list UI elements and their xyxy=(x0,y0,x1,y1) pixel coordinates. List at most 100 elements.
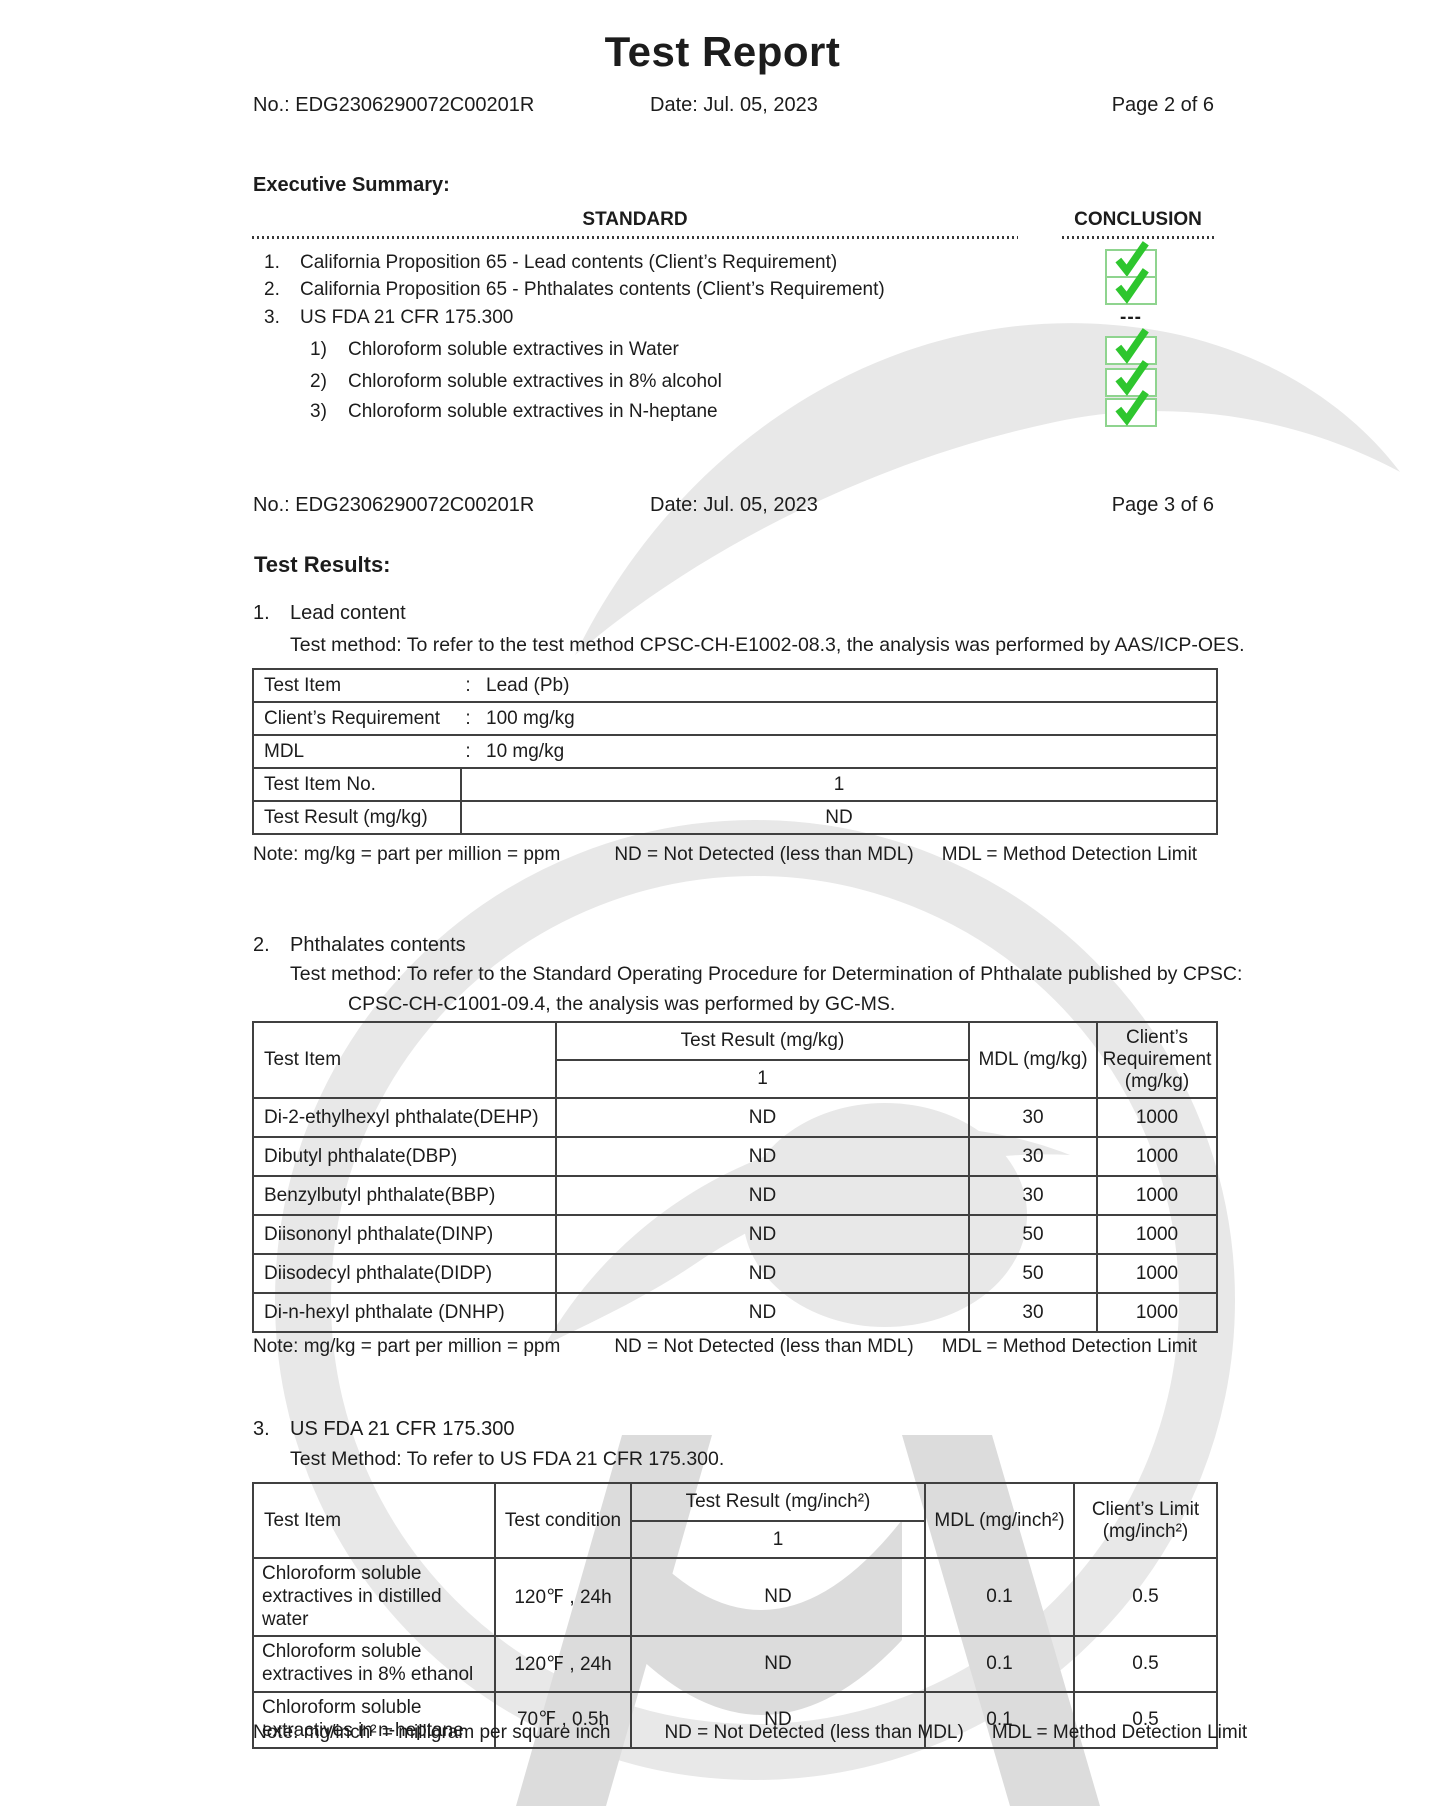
page-indicator: Page 2 of 6 xyxy=(1111,94,1214,116)
table-row: Chloroform soluble extractives in 8% eth… xyxy=(252,1635,1218,1693)
summary-item-number: 3. xyxy=(264,307,280,328)
table-row: Test Item : Lead (Pb) xyxy=(251,668,1219,703)
page3-header: No.: EDG2306290072C00201R Date: Jul. 05,… xyxy=(0,494,1445,518)
result-cell: ND xyxy=(555,1097,970,1138)
conclusion-pass-checkbox-slot xyxy=(1105,241,1157,278)
client-cell: 1000 xyxy=(1096,1292,1218,1333)
dotted-divider xyxy=(1062,236,1214,239)
row-value: 100 mg/kg xyxy=(486,707,575,729)
table-row: Di-n-hexyl phthalate (DNHP) ND 30 1000 xyxy=(252,1292,1218,1333)
row-label: Test Item xyxy=(264,674,342,696)
summary-item: 2. California Proposition 65 - Phthalate… xyxy=(252,268,1216,305)
table-row: Di-2-ethylhexyl phthalate(DEHP) ND 30 10… xyxy=(252,1097,1218,1138)
section-title-text: Phthalates contents xyxy=(290,934,466,956)
report-date: Date: Jul. 05, 2023 xyxy=(650,94,818,116)
test-item-cell: Di-2-ethylhexyl phthalate(DEHP) xyxy=(252,1097,557,1138)
lead-table-note: Note: mg/kg = part per million = ppm ND =… xyxy=(253,844,1198,865)
row-label: Client’s Requirement xyxy=(264,707,441,729)
result-cell: ND xyxy=(555,1292,970,1333)
client-cell: 1000 xyxy=(1096,1097,1218,1138)
report-number: No.: EDG2306290072C00201R xyxy=(253,94,535,116)
conclusion-dashes: --- xyxy=(1120,307,1142,328)
result-cell: ND xyxy=(555,1214,970,1255)
table-row: MDL : 10 mg/kg xyxy=(251,734,1219,769)
section-number: 2. xyxy=(253,934,270,956)
client-cell: 0.5 xyxy=(1073,1690,1218,1749)
column-header-test-item: Test Item xyxy=(252,1021,557,1099)
header-row: Test Item Test condition Test Result (mg… xyxy=(252,1482,1218,1559)
report-number: No.: EDG2306290072C00201R xyxy=(253,494,535,516)
mdl-cell: 0.1 xyxy=(924,1556,1075,1638)
check-icon xyxy=(1115,360,1149,396)
row-label: Test Item No. xyxy=(252,767,462,802)
section-title-text: Lead content xyxy=(290,602,406,624)
mdl-cell: 50 xyxy=(968,1253,1098,1294)
summary-item: 2) Chloroform soluble extractives in 8% … xyxy=(252,360,1216,397)
column-header-mdl: MDL (mg/kg) xyxy=(968,1021,1098,1099)
column-header-client-limit: Client’s Limit (mg/inch²) xyxy=(1073,1482,1218,1559)
column-header-test-item: Test Item xyxy=(252,1482,496,1559)
row-value: 1 xyxy=(459,767,1219,802)
section3-title: 3. US FDA 21 CFR 175.300 xyxy=(253,1418,515,1441)
summary-item-text: US FDA 21 CFR 175.300 xyxy=(300,307,514,328)
column-subheader-sample-number: 1 xyxy=(555,1059,970,1099)
section1-title: 1. Lead content xyxy=(253,602,406,625)
test-item-cell: Chloroform soluble extractives in 8% eth… xyxy=(252,1635,496,1693)
page2-header: No.: EDG2306290072C00201R Date: Jul. 05,… xyxy=(0,94,1445,118)
test-item-cell: Chloroform soluble extractives in distil… xyxy=(252,1556,496,1638)
mdl-cell: 30 xyxy=(968,1136,1098,1177)
table-row: Benzylbutyl phthalate(BBP) ND 30 1000 xyxy=(252,1175,1218,1216)
standard-column-header: STANDARD xyxy=(582,209,688,230)
result-cell: ND xyxy=(555,1253,970,1294)
result-cell: ND xyxy=(555,1175,970,1216)
row-value: Lead (Pb) xyxy=(486,674,570,696)
check-icon xyxy=(1115,241,1149,277)
result-cell: ND xyxy=(630,1690,926,1749)
row-label: MDL xyxy=(264,740,305,762)
dotted-divider xyxy=(252,236,1018,239)
conclusion-pass-checkbox xyxy=(1105,268,1157,305)
column-header-client-requirement: Client’s Requirement (mg/kg) xyxy=(1096,1021,1218,1099)
client-cell: 0.5 xyxy=(1073,1635,1218,1693)
table-row: Chloroform soluble extractives in distil… xyxy=(252,1556,1218,1638)
mdl-cell: 30 xyxy=(968,1097,1098,1138)
colon: : xyxy=(465,674,471,696)
client-cell: 0.5 xyxy=(1073,1556,1218,1638)
section-number: 3. xyxy=(253,1418,270,1440)
summary-item-number: 3) xyxy=(310,401,327,422)
column-header-mdl: MDL (mg/inch²) xyxy=(924,1482,1075,1559)
section-number: 1. xyxy=(253,602,270,624)
conclusion-pass-checkbox-slot xyxy=(1105,268,1157,305)
page-title: Test Report xyxy=(604,28,841,75)
executive-summary-heading: Executive Summary: xyxy=(253,174,450,196)
condition-cell: 120℉ , 24h xyxy=(494,1635,632,1693)
table-row: Test Item No. 1 xyxy=(252,767,1219,802)
client-cell: 1000 xyxy=(1096,1253,1218,1294)
condition-cell: 70℉ , 0.5h xyxy=(494,1690,632,1749)
section1-test-method: Test method: To refer to the test method… xyxy=(290,634,1245,656)
check-icon xyxy=(1115,328,1149,364)
column-header-test-condition: Test condition xyxy=(494,1482,632,1559)
conclusion-pass-checkbox xyxy=(1105,360,1157,397)
summary-item-number: 1. xyxy=(264,252,280,273)
summary-item-text: Chloroform soluble extractives in Water xyxy=(348,339,679,360)
test-item-cell: Benzylbutyl phthalate(BBP) xyxy=(252,1175,557,1216)
section-title-text: US FDA 21 CFR 175.300 xyxy=(290,1418,515,1440)
phthalates-table: Test Item Test Result (mg/kg) MDL (mg/kg… xyxy=(252,1021,1218,1333)
mdl-cell: 50 xyxy=(968,1214,1098,1255)
conclusion-pass-checkbox-slot xyxy=(1105,328,1157,365)
conclusion-pass-checkbox-slot xyxy=(1105,390,1157,427)
fda-table-note: Note: mg/inch² = milligram per square in… xyxy=(253,1722,1248,1743)
section2-title: 2. Phthalates contents xyxy=(253,934,466,957)
test-item-cell: Dibutyl phthalate(DBP) xyxy=(252,1136,557,1177)
header-subrow: 1 xyxy=(253,1059,1217,1099)
summary-item-text: California Proposition 65 - Lead content… xyxy=(300,252,838,273)
row-value: 10 mg/kg xyxy=(486,740,565,762)
report-date: Date: Jul. 05, 2023 xyxy=(650,494,818,516)
mdl-cell: 0.1 xyxy=(924,1635,1075,1693)
client-cell: 1000 xyxy=(1096,1136,1218,1177)
table-row: Chloroform soluble extractives in n-hept… xyxy=(252,1690,1218,1749)
summary-item: 3) Chloroform soluble extractives in N-h… xyxy=(252,390,1216,427)
summary-item-text: Chloroform soluble extractives in N-hept… xyxy=(348,401,718,422)
colon: : xyxy=(465,707,471,729)
